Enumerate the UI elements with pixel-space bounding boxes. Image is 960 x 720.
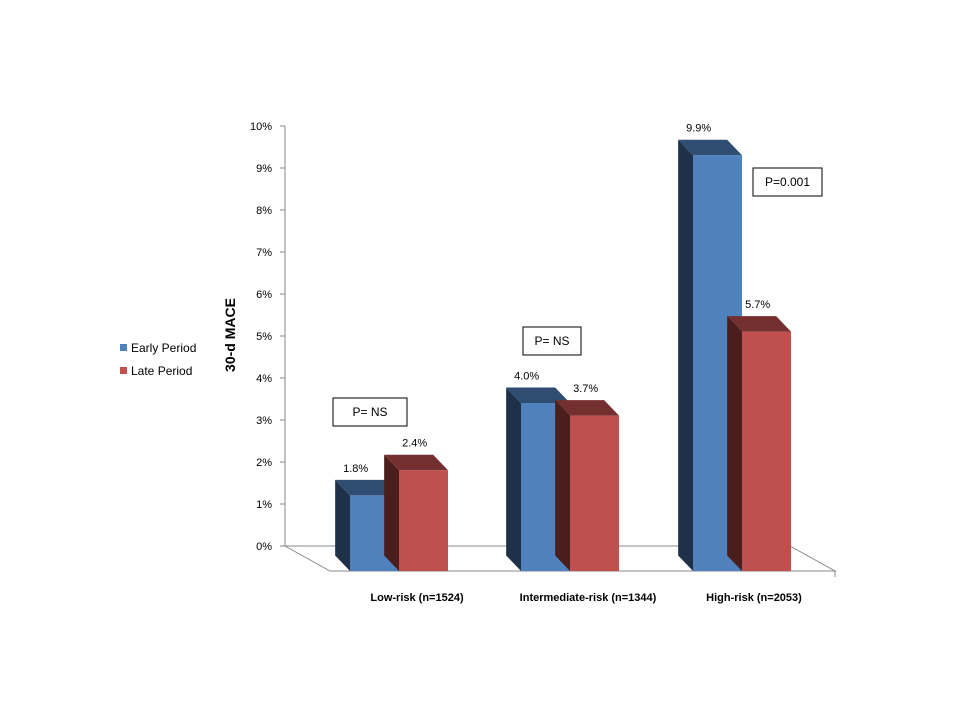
bar-top-early: [678, 139, 742, 156]
legend: Early Period Late Period: [120, 341, 196, 378]
x-category-label: Low-risk (n=1524): [370, 592, 464, 604]
y-tick-label: 6%: [256, 289, 272, 301]
p-value-annotation: P= NS: [534, 334, 569, 348]
legend-label-late: Late Period: [131, 364, 192, 378]
data-label: 2.4%: [402, 438, 427, 450]
data-label: 4.0%: [514, 371, 539, 383]
legend-label-early: Early Period: [131, 341, 196, 355]
bar-late: [399, 470, 448, 571]
p-value-box: [332, 397, 408, 427]
legend-swatch-late: [120, 367, 127, 374]
bar-side-late: [727, 316, 742, 571]
y-tick-label: 9%: [256, 163, 272, 175]
data-label: 3.7%: [573, 383, 598, 395]
y-axis-title: 30-d MACE: [222, 298, 238, 372]
bar-side-late: [555, 400, 570, 571]
x-category-label: Intermediate-risk (n=1344): [520, 592, 657, 604]
bar-top-early: [335, 479, 399, 496]
bar-top-late: [555, 400, 619, 416]
y-tick-label: 2%: [256, 457, 272, 469]
bar-late: [742, 331, 791, 571]
bar-side-early: [506, 387, 521, 571]
data-label: 9.9%: [686, 123, 711, 135]
bar-side-late: [384, 454, 399, 571]
p-value-box: [752, 167, 823, 197]
y-tick-label: 7%: [256, 247, 272, 259]
data-label: 5.7%: [745, 299, 770, 311]
y-tick-label: 0%: [256, 541, 272, 553]
y-tick-label: 4%: [256, 373, 272, 385]
legend-swatch-early: [120, 344, 127, 351]
y-tick-label: 1%: [256, 499, 272, 511]
y-tick-label: 3%: [256, 415, 272, 427]
bar-side-early: [678, 139, 693, 571]
bar-top-late: [384, 454, 448, 471]
bar-late: [570, 415, 619, 571]
p-value-box: [522, 326, 582, 356]
bar-top-early: [506, 387, 570, 403]
y-tick-label: 8%: [256, 205, 272, 217]
p-value-annotation: P= NS: [352, 405, 387, 419]
x-category-label: High-risk (n=2053): [706, 592, 802, 604]
p-value-annotation: P=0.001: [765, 175, 810, 189]
labels-layer: 1.8% 2.4% Low-risk (n=1524) 4.0% 3.7% Interme…: [332, 123, 823, 604]
bar-top-late: [727, 316, 791, 332]
bars-layer: [335, 139, 791, 571]
y-tick-label: 5%: [256, 331, 272, 343]
y-tick-label: 10%: [250, 121, 272, 133]
bar-side-early: [335, 479, 350, 571]
data-label: 1.8%: [343, 463, 368, 475]
